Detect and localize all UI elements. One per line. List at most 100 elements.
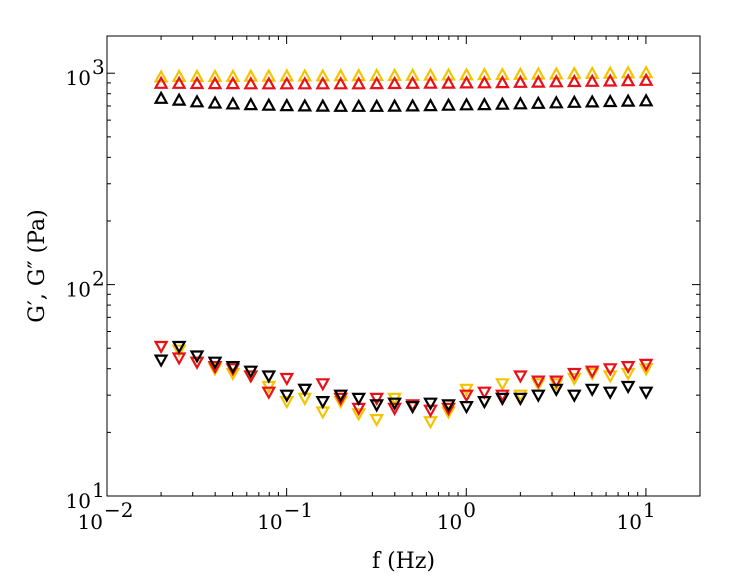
data-point	[315, 76, 331, 90]
data-point	[423, 397, 438, 411]
y-tick-label-base: 10	[66, 278, 91, 302]
data-point	[548, 95, 564, 109]
data-point	[297, 76, 313, 90]
data-point	[423, 97, 438, 112]
series-loss-f5c400	[153, 340, 654, 430]
data-point	[441, 399, 456, 413]
data-point	[171, 92, 187, 106]
data-point	[620, 361, 636, 375]
data-point	[638, 93, 654, 107]
data-point	[387, 75, 402, 90]
data-point	[279, 389, 295, 403]
data-point	[513, 389, 528, 403]
data-point	[620, 367, 636, 382]
data-point	[369, 414, 385, 428]
data-point	[638, 363, 654, 377]
series-loss-000000	[153, 340, 654, 415]
data-point	[477, 96, 492, 111]
marks-layer	[153, 65, 654, 430]
data-point	[261, 370, 277, 384]
data-point	[638, 386, 654, 400]
data-point	[243, 370, 259, 384]
data-point	[477, 75, 492, 89]
data-point	[620, 73, 636, 87]
x-tick-label-exponent: −2	[104, 498, 133, 522]
data-point	[638, 72, 654, 86]
data-point	[369, 392, 385, 407]
data-point	[620, 380, 636, 395]
series-storage-000000	[153, 90, 654, 112]
data-point	[189, 68, 205, 83]
data-point	[333, 392, 349, 407]
data-point	[459, 75, 474, 89]
x-tick-label-base: 10	[437, 510, 462, 534]
data-point	[261, 97, 277, 111]
data-point	[530, 389, 546, 403]
data-point	[207, 75, 223, 90]
data-point	[530, 95, 546, 109]
data-point	[566, 94, 582, 108]
data-point	[548, 74, 564, 88]
y-tick-label-exponent: 3	[92, 55, 105, 79]
data-point	[441, 406, 456, 420]
y-tick-label-base: 10	[66, 66, 91, 90]
data-point	[261, 76, 277, 90]
data-point	[207, 356, 223, 370]
data-point	[405, 98, 420, 112]
data-point	[351, 76, 367, 90]
y-tick-label: 10 3	[66, 55, 105, 90]
data-point	[495, 389, 510, 403]
y-axis-title: G′, G″ (Pa)	[25, 209, 50, 322]
labels-layer: 10 −2 10 −1 10 0 10 110 110 210 3f (Hz)G′, G″ (Pa)	[25, 55, 656, 574]
y-tick-label: 10 2	[66, 267, 105, 302]
plot-frame	[106, 35, 701, 497]
data-point	[566, 367, 582, 382]
data-point	[602, 363, 618, 377]
data-point	[513, 74, 528, 88]
data-point	[602, 370, 618, 384]
data-point	[369, 75, 385, 90]
data-point	[171, 344, 187, 358]
data-point	[225, 68, 241, 83]
x-tick-label: 10 −2	[78, 498, 134, 534]
data-point	[297, 98, 313, 112]
data-point	[315, 378, 331, 392]
data-point	[638, 65, 654, 79]
data-point	[530, 375, 546, 389]
x-tick-label-exponent: 1	[643, 498, 656, 522]
data-point	[189, 94, 205, 108]
data-point	[351, 392, 367, 407]
data-point	[638, 358, 654, 373]
data-point	[189, 350, 205, 364]
data-point	[405, 75, 420, 89]
data-point	[495, 378, 510, 392]
data-point	[584, 365, 600, 379]
data-point	[279, 76, 295, 90]
data-point	[153, 90, 169, 104]
y-tick-label-base: 10	[66, 489, 91, 513]
data-point	[153, 340, 169, 355]
data-point	[369, 98, 385, 112]
series-storage-e8111a	[153, 72, 654, 90]
data-point	[351, 408, 367, 422]
data-point	[584, 94, 600, 108]
series-storage-f5c400	[153, 65, 654, 83]
data-point	[530, 378, 546, 392]
data-point	[225, 96, 241, 110]
data-point	[477, 396, 492, 410]
y-tick-label-exponent: 1	[92, 478, 105, 502]
data-point	[602, 73, 618, 87]
data-point	[495, 392, 510, 407]
x-tick-label-exponent: 0	[463, 498, 476, 522]
data-point	[495, 74, 510, 89]
data-point	[459, 401, 474, 415]
data-point	[207, 95, 223, 109]
data-point	[584, 383, 600, 397]
data-point	[153, 75, 169, 89]
data-point	[602, 93, 618, 108]
data-point	[189, 356, 205, 370]
data-point	[333, 396, 349, 410]
data-point	[153, 69, 169, 83]
